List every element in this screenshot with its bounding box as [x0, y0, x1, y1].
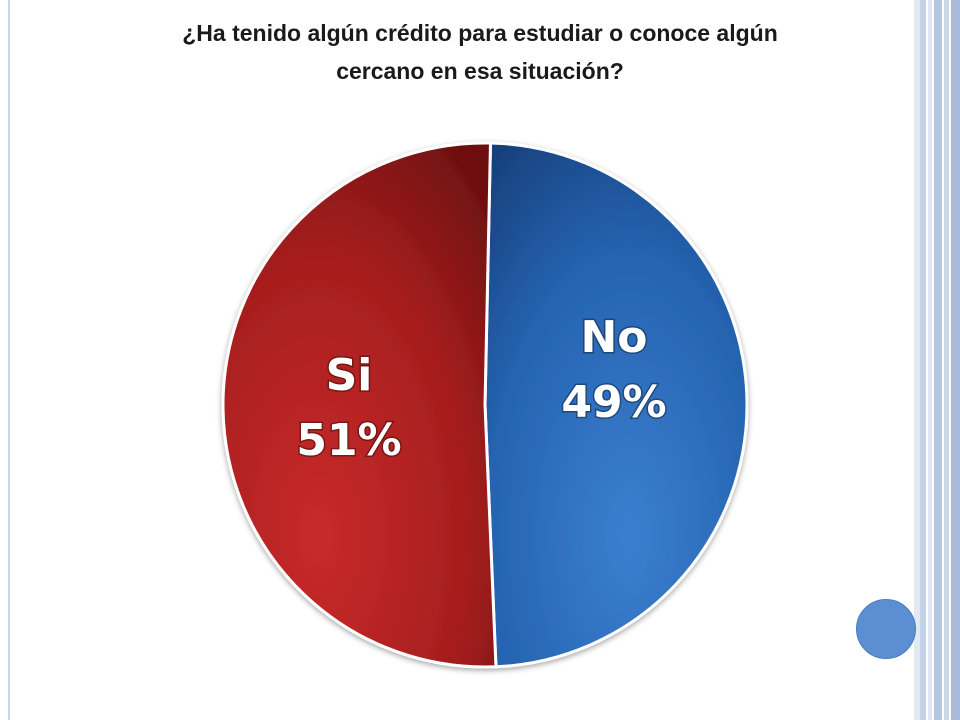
slide-left-border [8, 0, 10, 720]
pie-slice-si [221, 141, 498, 669]
chart-title-line2: cercano en esa situación? [336, 58, 624, 84]
slice-percent-label: 49% [561, 377, 666, 428]
chart-title-line1: ¿Ha tenido algún crédito para estudiar o… [182, 20, 778, 46]
decorative-circle [856, 599, 916, 659]
slice-category-label: No [580, 312, 647, 363]
slice-category-label: Si [326, 350, 373, 401]
decorative-stripes [914, 0, 960, 720]
pie-slice-no [483, 141, 749, 669]
chart-title: ¿Ha tenido algún crédito para estudiar o… [100, 14, 860, 90]
slice-percent-label: 51% [296, 415, 401, 466]
